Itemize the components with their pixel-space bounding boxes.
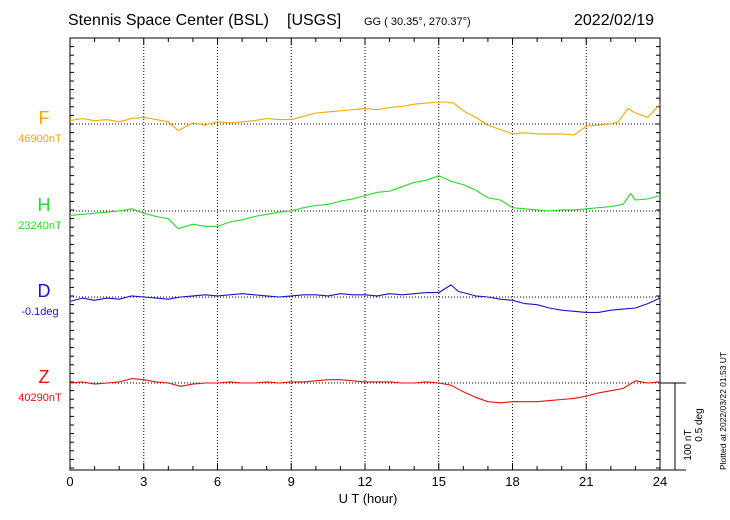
x-tick-label: 6 bbox=[214, 474, 221, 489]
channel-name-d: D bbox=[38, 281, 51, 301]
scale-bar: 100 nT 0.5 deg bbox=[660, 382, 705, 471]
series-line-f bbox=[69, 101, 661, 136]
x-tick-label: 18 bbox=[505, 474, 519, 489]
scale-bar-nt-label: 100 nT bbox=[683, 429, 694, 460]
series-baselines bbox=[70, 123, 660, 384]
series-line-h bbox=[69, 175, 661, 230]
x-tick-label: 0 bbox=[66, 474, 73, 489]
channel-name-f: F bbox=[39, 108, 50, 128]
series-line-d bbox=[69, 284, 661, 313]
channel-baseline-d: -0.1deg bbox=[21, 306, 58, 318]
channel-name-z: Z bbox=[39, 367, 50, 387]
x-tick-label: 3 bbox=[140, 474, 147, 489]
station-title: Stennis Space Center (BSL) bbox=[68, 12, 269, 29]
network-tag: [USGS] bbox=[287, 12, 342, 29]
channel-baseline-z: 40290nT bbox=[18, 392, 62, 404]
x-tick-label: 24 bbox=[653, 474, 667, 489]
series-line-z bbox=[69, 378, 661, 404]
channel-name-h: H bbox=[38, 195, 51, 215]
x-tick-label: 9 bbox=[288, 474, 295, 489]
x-tick-label: 21 bbox=[579, 474, 593, 489]
station-coordinates: GG ( 30.35°, 270.37°) bbox=[364, 16, 471, 28]
grid-lines bbox=[143, 38, 587, 470]
channel-baseline-h: 23240nT bbox=[18, 220, 62, 232]
x-tick-label: 12 bbox=[358, 474, 372, 489]
x-tick-labels: 0 3 6 9 12 15 18 21 24 bbox=[66, 474, 667, 489]
channel-labels: F 46900nT H 23240nT D -0.1deg Z 40290nT bbox=[18, 108, 62, 404]
chart-date: 2022/02/19 bbox=[574, 12, 655, 29]
plotted-timestamp: Plotted at 2022/03/22 01:53 UT bbox=[718, 351, 728, 470]
channel-baseline-f: 46900nT bbox=[18, 133, 62, 145]
axis-ticks bbox=[69, 37, 661, 470]
x-axis-label: U T (hour) bbox=[339, 491, 398, 506]
scale-bar-deg-label: 0.5 deg bbox=[694, 408, 705, 441]
x-tick-label: 15 bbox=[432, 474, 446, 489]
series-lines bbox=[69, 101, 661, 404]
